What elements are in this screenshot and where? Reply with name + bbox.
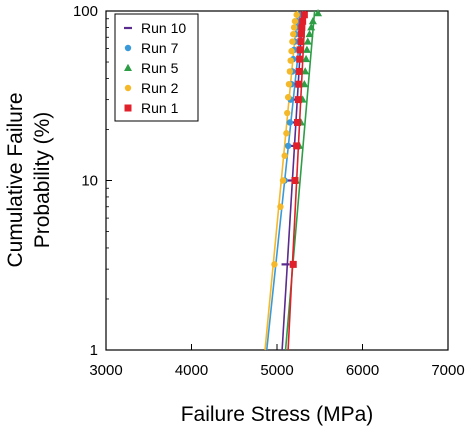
run-5-point	[314, 9, 323, 17]
run-1-point	[294, 118, 302, 126]
run-5-point	[302, 54, 311, 63]
run-5-point	[301, 67, 310, 75]
x-tick-label: 6000	[346, 362, 379, 379]
run-10-legend-label: Run 10	[141, 20, 186, 36]
run-1-legend-label: Run 1	[141, 100, 179, 116]
run-5-point	[302, 45, 311, 53]
run-1-point	[296, 46, 304, 54]
run-2-point	[288, 47, 295, 55]
x-tick-label: 5000	[260, 362, 293, 379]
run-5-legend-marker	[124, 63, 132, 71]
run-2-legend-label: Run 2	[141, 80, 179, 96]
run-2-point	[290, 30, 297, 38]
x-tick-label: 4000	[175, 362, 208, 379]
run-5-point	[303, 37, 312, 45]
run-5-legend-label: Run 5	[141, 60, 179, 76]
run-2-point	[293, 11, 300, 18]
data-points	[271, 9, 323, 268]
run-1-point	[297, 30, 305, 38]
run-1-point	[296, 55, 304, 63]
run-2-point	[283, 130, 290, 137]
run-2-point	[284, 109, 291, 117]
y-axis-title-line2: Probability (%)	[31, 112, 54, 249]
run-2-point	[291, 18, 299, 25]
run-1-point	[299, 17, 307, 25]
run-2-point	[290, 24, 298, 31]
y-tick-label: 1	[90, 342, 98, 359]
run-5-point	[307, 23, 316, 31]
run-1-point	[300, 11, 308, 19]
x-tick-label: 3000	[89, 362, 122, 379]
x-axis-title: Failure Stress (MPa)	[181, 403, 374, 426]
run-1-point	[298, 23, 306, 31]
y-tick-label: 100	[73, 3, 98, 20]
run-1-point	[291, 177, 299, 184]
run-2-point	[286, 68, 294, 75]
x-tick-label: 7000	[431, 362, 464, 379]
y-axis-title-line1: Cumulative Failure	[4, 92, 27, 267]
run-2-point	[279, 177, 287, 184]
run-7-legend-marker	[124, 44, 132, 52]
run-5-point	[300, 79, 309, 88]
run-7-point	[286, 119, 294, 126]
run-1-point	[294, 96, 302, 104]
axis-ticks: 3000 4000 5000 6000 7000 1 10 100	[73, 3, 465, 379]
run-1-point	[293, 142, 301, 150]
run-2-point	[271, 261, 278, 268]
run-1-point	[295, 67, 303, 75]
run-2-point	[281, 152, 288, 159]
run-2-point	[287, 57, 294, 64]
run-1-point	[297, 38, 305, 46]
run-1-legend-marker	[124, 104, 132, 112]
run-7-legend-label: Run 7	[141, 40, 179, 56]
run-2-legend-marker	[124, 84, 132, 92]
run-2-point	[284, 94, 292, 101]
run-1-point	[289, 260, 297, 268]
run-2-point	[277, 203, 284, 210]
run-5-point	[305, 29, 314, 38]
run-2-point	[289, 38, 296, 45]
run-2-point	[285, 80, 293, 88]
run-7-point	[284, 142, 292, 150]
y-tick-label: 10	[81, 173, 98, 190]
legend-items: Run 10 Run 7 Run 5 Run 2 Run 1	[124, 20, 186, 116]
run-1-point	[295, 80, 303, 88]
legend: Run 10 Run 7 Run 5 Run 2 Run 1	[114, 13, 199, 122]
run-5-point	[308, 17, 317, 25]
